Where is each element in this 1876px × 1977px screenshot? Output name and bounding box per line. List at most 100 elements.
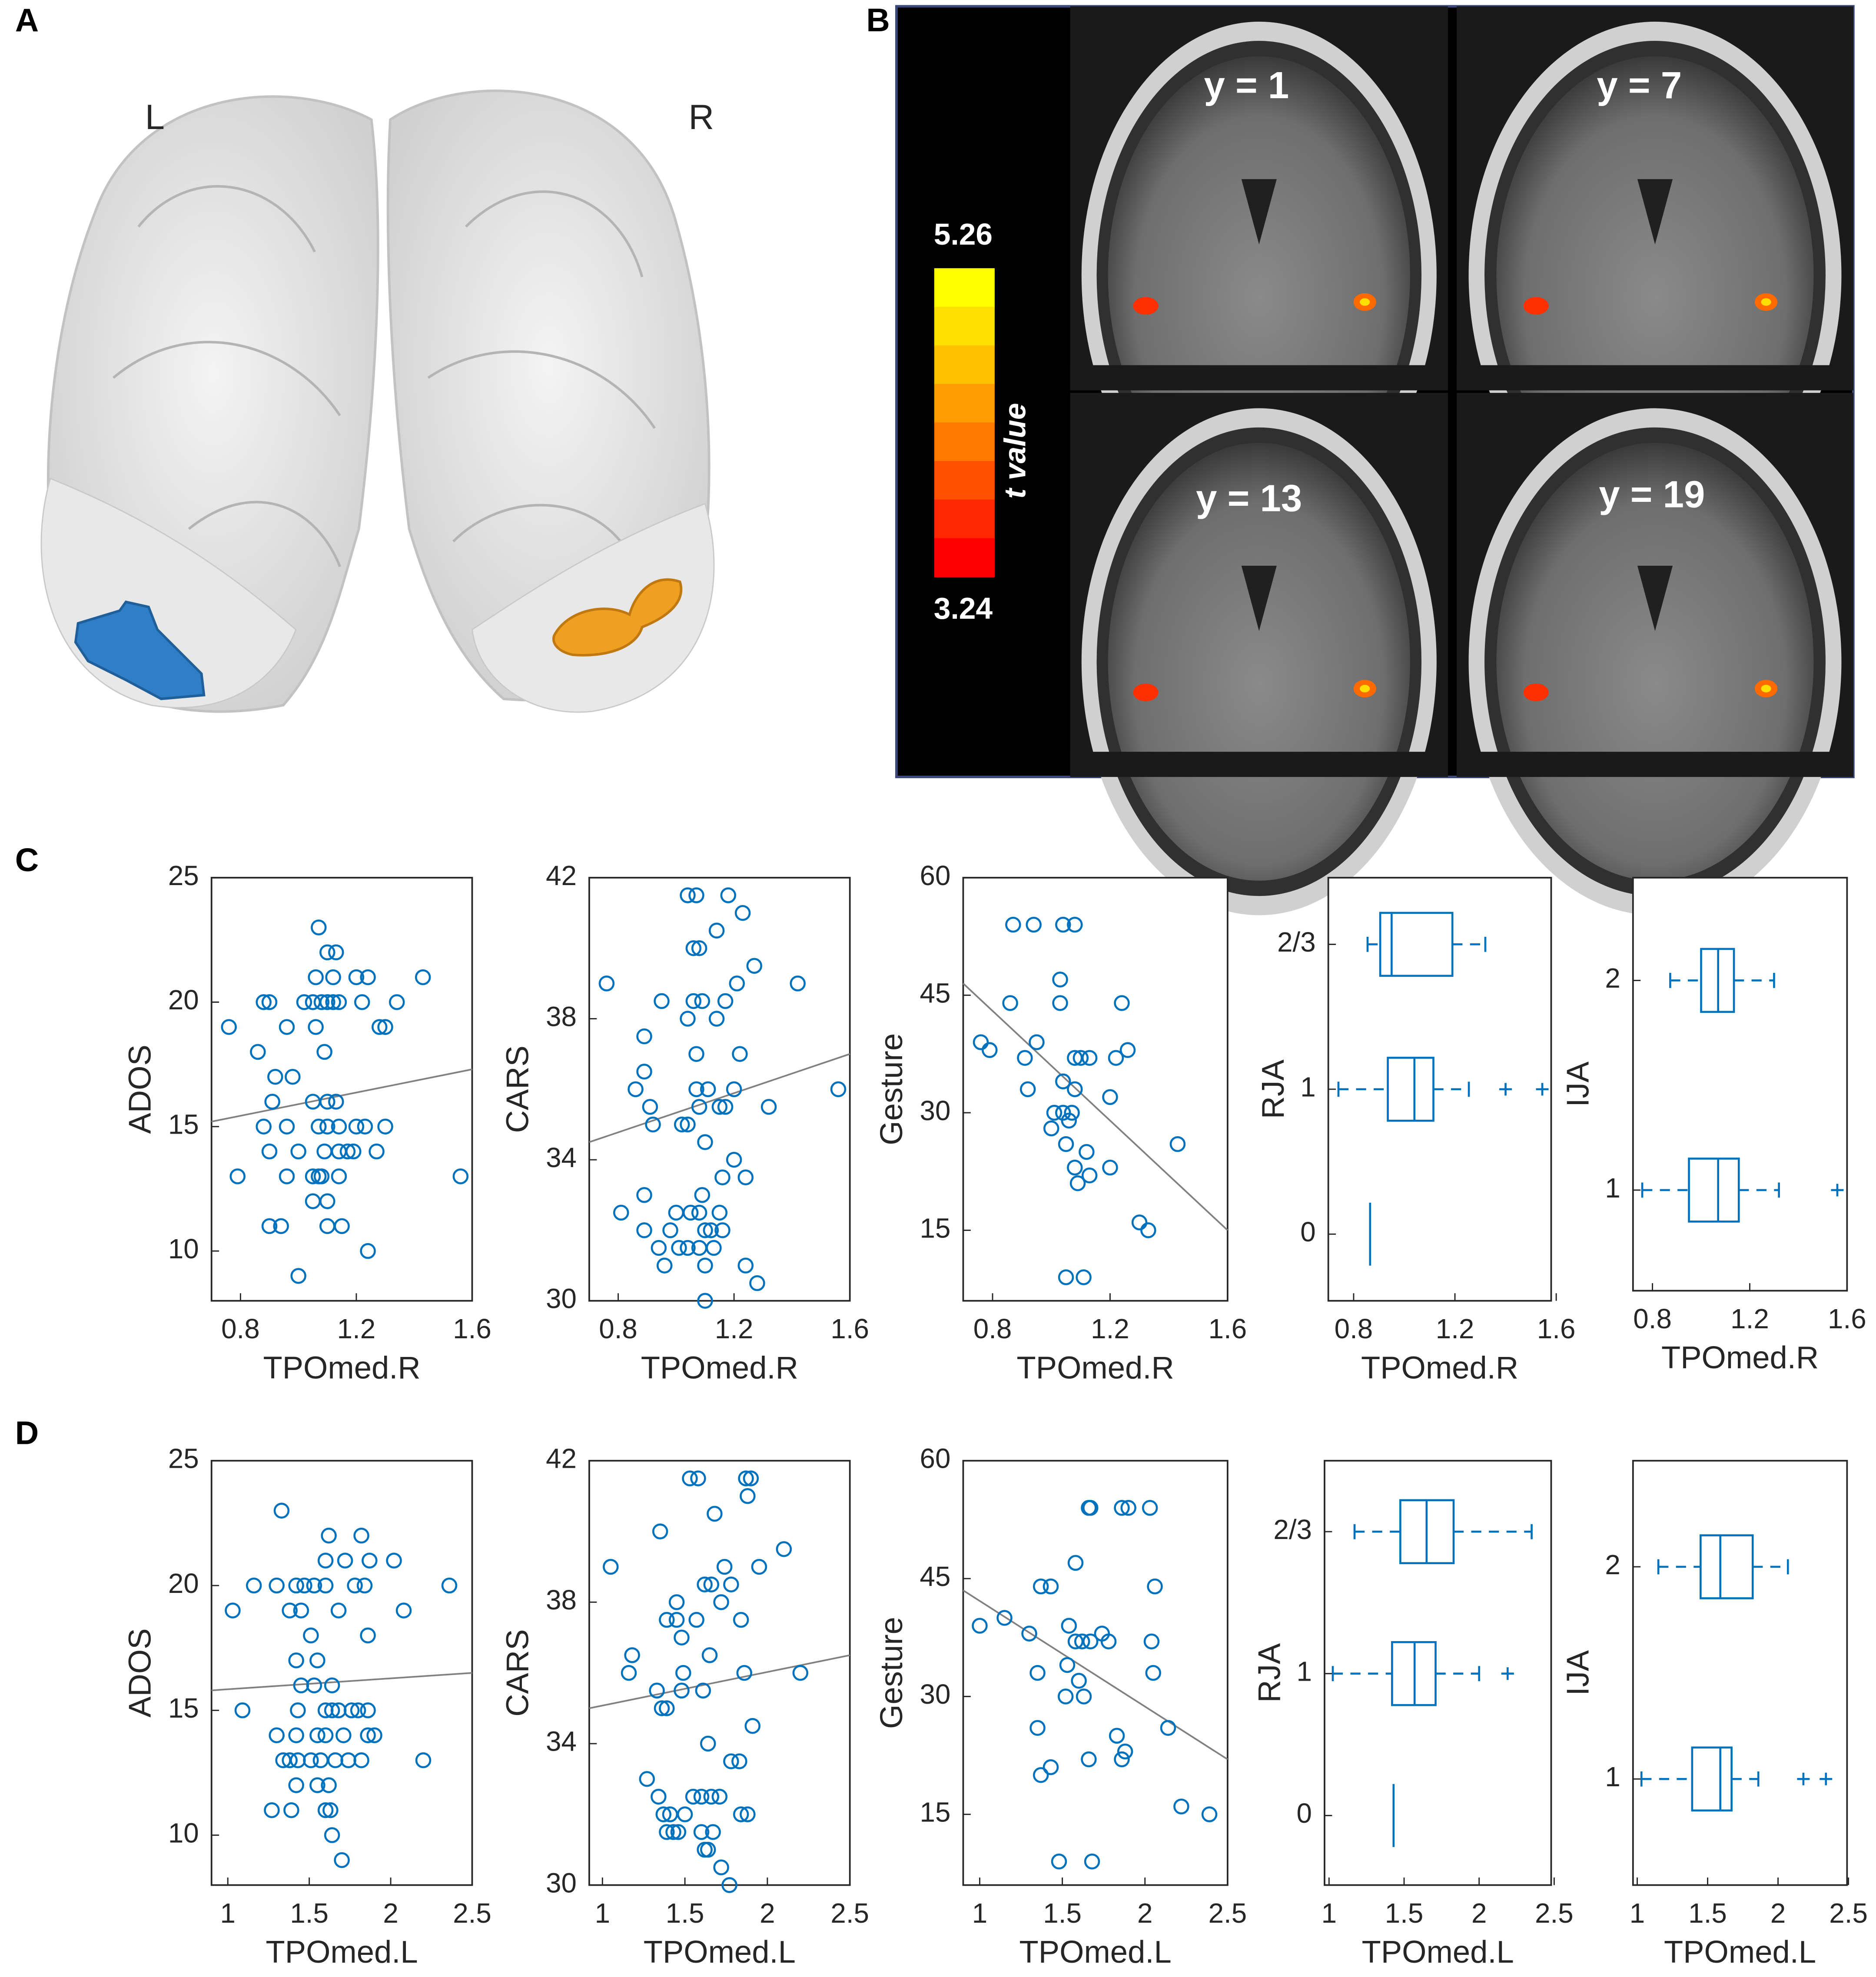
x-tick-label: 1.6 [453, 1313, 491, 1344]
y-tick-label: 25 [168, 1443, 199, 1474]
point [334, 1852, 350, 1868]
point [290, 1143, 306, 1160]
trend-line [211, 1068, 472, 1123]
point [313, 1168, 330, 1184]
point [1102, 1089, 1118, 1105]
point [1114, 995, 1130, 1011]
point [1019, 1081, 1036, 1098]
y-tick-label: 0 [1297, 1798, 1312, 1829]
point [319, 994, 335, 1010]
point [264, 1094, 280, 1110]
chart: 0.8 1.2 1.6 1 2 IJA TPOmed.R [1560, 877, 1866, 1375]
point [1067, 916, 1083, 933]
point [1094, 1625, 1110, 1642]
x-axis-label: TPOmed.L [644, 1934, 796, 1970]
point [1120, 1500, 1136, 1516]
point [1058, 1136, 1074, 1152]
point [716, 1559, 733, 1575]
point [279, 1019, 295, 1035]
outlier [1501, 1667, 1514, 1680]
point [636, 1028, 652, 1045]
point [269, 1577, 285, 1594]
x-axis-label: TPOmed.R [1361, 1350, 1518, 1385]
point [1114, 1500, 1130, 1516]
colorbar-band [934, 307, 995, 346]
x-axis-label: TPOmed.L [1019, 1934, 1172, 1970]
point [723, 1753, 739, 1769]
point [721, 1877, 737, 1893]
point [677, 1806, 693, 1822]
point [717, 993, 734, 1009]
point [697, 1222, 713, 1238]
x-tick-label: 2.5 [1829, 1897, 1868, 1929]
ventricle [1637, 565, 1673, 631]
point [731, 1753, 747, 1769]
y-tick-label: 1 [1605, 1172, 1620, 1204]
point [1081, 1167, 1098, 1184]
point [697, 1134, 713, 1150]
point [624, 1647, 640, 1663]
point [691, 1099, 707, 1115]
point [776, 1541, 792, 1557]
point [613, 1204, 629, 1221]
point [362, 1552, 378, 1569]
y-axis-label: RJA [1252, 1643, 1287, 1703]
point [305, 1168, 321, 1184]
point [790, 975, 806, 992]
x-axis-label: TPOmed.R [641, 1350, 798, 1385]
point [636, 1222, 652, 1238]
point [760, 1099, 777, 1115]
point [711, 1099, 728, 1115]
point [665, 1824, 681, 1840]
ventricle [1241, 179, 1277, 245]
x-tick-label: 2.5 [1209, 1897, 1247, 1929]
point [317, 1802, 334, 1818]
point [656, 1257, 673, 1274]
x-tick-label: 1.5 [1688, 1897, 1727, 1929]
point [330, 1602, 347, 1619]
x-tick-label: 2 [1137, 1897, 1152, 1929]
point [345, 1143, 362, 1160]
point [360, 1702, 376, 1718]
box [1688, 1158, 1740, 1223]
x-tick-label: 1 [1322, 1897, 1337, 1929]
point [1021, 1625, 1037, 1642]
point [261, 1218, 278, 1234]
point [256, 1118, 272, 1135]
axes-box [1632, 1460, 1848, 1886]
point [285, 1068, 301, 1085]
y-tick-label: 60 [920, 860, 951, 891]
y-axis-label: IJA [1560, 1061, 1595, 1107]
point [680, 1116, 696, 1133]
y-tick-label: 15 [168, 1692, 199, 1724]
point [1117, 1743, 1133, 1760]
x-tick-label: 1.2 [1091, 1313, 1129, 1344]
trend-line [589, 1053, 850, 1143]
point [1114, 1751, 1130, 1768]
point [707, 1506, 723, 1522]
point [293, 1602, 309, 1619]
point [1102, 1159, 1118, 1176]
point [290, 1268, 306, 1284]
point [1084, 1853, 1100, 1870]
point [1051, 1853, 1067, 1870]
chart: 1 1.5 2 2.5 10 15 20 25 ADOS TPOmed.L [123, 1443, 491, 1970]
point [282, 1602, 298, 1619]
point [1033, 1578, 1049, 1595]
axes-box [1632, 877, 1848, 1292]
y-tick-label: 30 [546, 1283, 577, 1314]
panel-letter: A [15, 2, 39, 38]
point [348, 969, 365, 985]
y-tick-label: 45 [920, 977, 951, 1008]
x-tick-label: 0.8 [599, 1313, 638, 1344]
point [740, 1806, 756, 1822]
point [1058, 1269, 1074, 1285]
point [675, 1665, 691, 1681]
y-tick-label: 15 [920, 1212, 951, 1244]
point [343, 1702, 360, 1718]
point [680, 1011, 696, 1027]
y-tick-label: 10 [168, 1233, 199, 1264]
x-tick-label: 1.2 [337, 1313, 376, 1344]
colorbar-band [934, 538, 995, 577]
point [267, 1068, 283, 1085]
